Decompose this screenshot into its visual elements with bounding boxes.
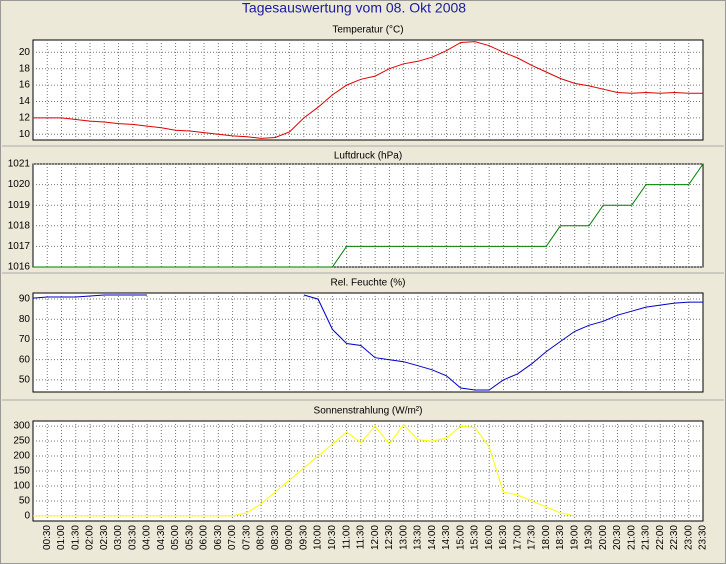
y-tick-label: 150	[13, 466, 30, 477]
y-tick-label: 50	[19, 496, 31, 507]
x-tick-label: 21:00	[626, 525, 637, 550]
x-tick-label: 01:30	[70, 525, 81, 550]
plot-area	[32, 292, 704, 393]
x-tick-label: 08:30	[270, 525, 281, 550]
page-title: Tagesauswertung vom 08. Okt 2008	[242, 0, 466, 16]
y-tick-label: 0	[24, 511, 30, 522]
subplot-title: Rel. Feuchte (%)	[330, 278, 405, 289]
y-tick-label: 70	[19, 334, 31, 345]
x-tick-label: 03:00	[113, 525, 124, 550]
x-tick-label: 18:00	[541, 525, 552, 550]
x-tick-label: 17:30	[527, 525, 538, 550]
x-tick-label: 10:00	[313, 525, 324, 550]
y-tick-label: 10	[19, 129, 31, 140]
x-tick-label: 12:30	[384, 525, 395, 550]
plot-area	[32, 163, 704, 268]
y-tick-label: 50	[19, 375, 31, 386]
x-tick-label: 16:30	[498, 525, 509, 550]
x-tick-label: 01:00	[56, 525, 67, 550]
x-tick-label: 02:00	[85, 525, 96, 550]
x-tick-label: 05:30	[184, 525, 195, 550]
y-tick-label: 16	[19, 80, 31, 91]
y-tick-label: 100	[13, 481, 30, 492]
x-tick-label: 11:30	[356, 525, 367, 550]
x-tick-label: 03:30	[127, 525, 138, 550]
subplot-title: Sonnenstrahlung (W/m²)	[314, 406, 423, 417]
x-tick-label: 23:00	[683, 525, 694, 550]
y-tick-label: 1018	[8, 220, 31, 231]
x-tick-label: 04:30	[156, 525, 167, 550]
y-tick-label: 90	[19, 294, 31, 305]
y-tick-label: 1016	[8, 262, 31, 273]
x-tick-label: 19:00	[569, 525, 580, 550]
y-tick-label: 60	[19, 354, 31, 365]
y-tick-label: 20	[19, 47, 31, 58]
y-tick-label: 18	[19, 63, 31, 74]
x-tick-label: 20:30	[612, 525, 623, 550]
x-tick-label: 07:00	[227, 525, 238, 550]
x-tick-label: 09:00	[284, 525, 295, 550]
x-tick-label: 20:00	[598, 525, 609, 550]
x-tick-label: 14:00	[427, 525, 438, 550]
x-tick-label: 06:30	[213, 525, 224, 550]
x-tick-label: 12:00	[370, 525, 381, 550]
data-line	[33, 41, 703, 139]
y-tick-label: 1021	[8, 159, 31, 170]
data-line	[33, 423, 575, 517]
x-tick-label: 21:30	[641, 525, 652, 550]
x-tick-label: 06:00	[199, 525, 210, 550]
y-tick-label: 14	[19, 96, 31, 107]
plot-area	[32, 39, 704, 141]
y-tick-label: 1017	[8, 241, 31, 252]
x-tick-label: 08:00	[256, 525, 267, 550]
y-tick-label: 250	[13, 436, 30, 447]
x-tick-label: 23:30	[698, 525, 709, 550]
data-line	[32, 294, 703, 391]
x-tick-label: 11:00	[341, 525, 352, 550]
x-tick-label: 10:30	[327, 525, 338, 550]
x-tick-label: 14:30	[441, 525, 452, 550]
x-tick-label: 00:30	[42, 525, 53, 550]
x-tick-label: 02:30	[99, 525, 110, 550]
subplot-title: Luftdruck (hPa)	[334, 151, 402, 162]
y-tick-label: 12	[19, 113, 31, 124]
x-tick-label: 13:00	[398, 525, 409, 550]
x-tick-label: 17:00	[512, 525, 523, 550]
y-tick-label: 1020	[8, 179, 31, 190]
y-tick-label: 80	[19, 314, 31, 325]
x-tick-label: 15:00	[455, 525, 466, 550]
data-line	[33, 163, 704, 268]
x-tick-label: 04:00	[142, 525, 153, 550]
x-tick-label: 13:30	[413, 525, 424, 550]
plot-area	[32, 420, 704, 522]
y-tick-label: 1019	[8, 200, 31, 211]
x-tick-label: 19:30	[584, 525, 595, 550]
x-tick-label: 18:30	[555, 525, 566, 550]
x-tick-label: 16:00	[484, 525, 495, 550]
subplot-title: Temperatur (°C)	[332, 25, 403, 36]
x-tick-label: 07:30	[241, 525, 252, 550]
x-tick-label: 09:30	[298, 525, 309, 550]
x-tick-label: 22:00	[655, 525, 666, 550]
x-tick-label: 22:30	[669, 525, 680, 550]
y-tick-label: 300	[13, 421, 30, 432]
x-tick-label: 15:30	[470, 525, 481, 550]
x-tick-label: 05:00	[170, 525, 181, 550]
y-tick-label: 200	[13, 451, 30, 462]
